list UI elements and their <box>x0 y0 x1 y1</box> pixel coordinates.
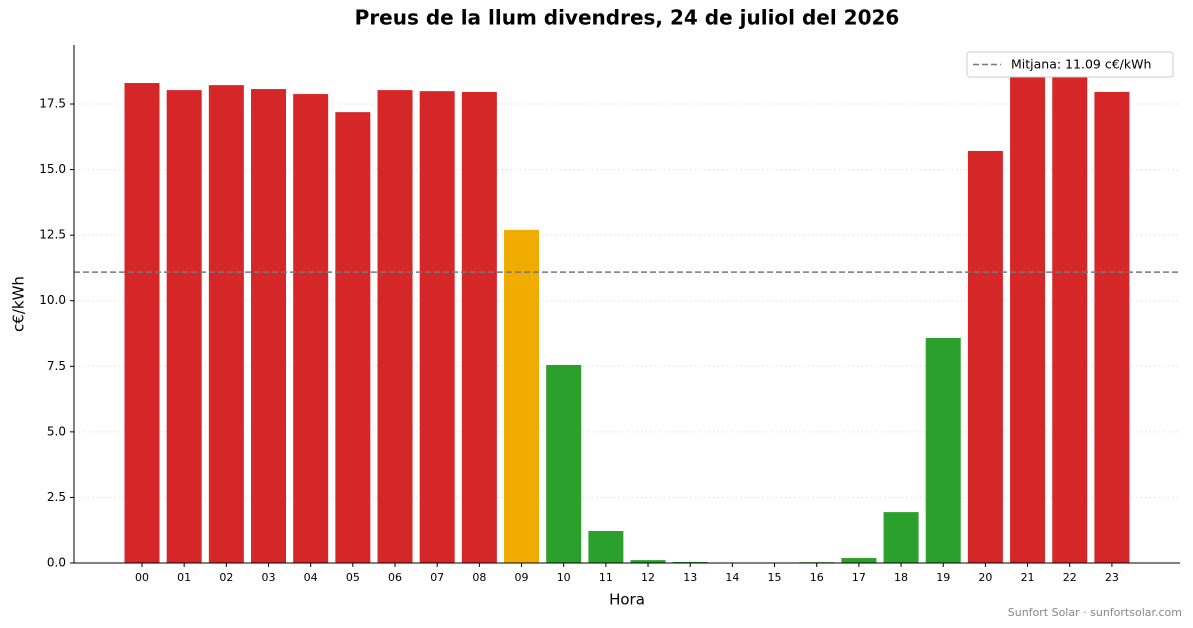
bar <box>630 560 666 563</box>
x-tick-label: 05 <box>346 571 360 584</box>
bar <box>419 91 455 563</box>
bar <box>377 90 413 563</box>
x-tick-label: 01 <box>177 571 191 584</box>
x-tick-label: 16 <box>810 571 824 584</box>
y-tick-label: 12.5 <box>39 228 66 242</box>
x-tick-label: 17 <box>852 571 866 584</box>
bar <box>967 150 1003 563</box>
chart-title: Preus de la llum divendres, 24 de juliol… <box>355 6 900 30</box>
x-tick-label: 20 <box>978 571 992 584</box>
bar <box>124 83 160 563</box>
x-tick-label: 15 <box>768 571 782 584</box>
footer: Sunfort Solar · sunfortsolar.com <box>1008 606 1182 619</box>
bar <box>546 364 582 563</box>
x-tick-label: 13 <box>683 571 697 584</box>
bar <box>208 85 244 564</box>
bar <box>504 229 540 564</box>
x-tick-label: 07 <box>430 571 444 584</box>
legend-box <box>966 51 1174 78</box>
bar <box>1052 72 1088 563</box>
x-tick-label: 03 <box>262 571 276 584</box>
bar <box>672 561 708 563</box>
bar <box>1094 91 1130 563</box>
y-tick-label: 10.0 <box>39 293 66 307</box>
bar <box>588 531 624 563</box>
x-tick-label: 21 <box>1021 571 1035 584</box>
bar <box>251 89 287 564</box>
x-tick-label: 23 <box>1105 571 1119 584</box>
y-tick-label: 7.5 <box>47 359 66 373</box>
x-tick-label: 00 <box>135 571 149 584</box>
bar <box>925 337 961 563</box>
bar <box>166 90 202 563</box>
y-tick-label: 5.0 <box>47 424 66 438</box>
y-tick-label: 2.5 <box>47 490 66 504</box>
x-tick-label: 18 <box>894 571 908 584</box>
bar <box>1010 75 1046 564</box>
x-tick-label: 06 <box>388 571 402 584</box>
x-tick-label: 08 <box>472 571 486 584</box>
x-tick-label: 22 <box>1063 571 1077 584</box>
y-tick-label: 0.0 <box>47 556 66 570</box>
x-tick-label: 02 <box>219 571 233 584</box>
x-axis-label: Hora <box>609 591 645 609</box>
x-tick-label: 09 <box>515 571 529 584</box>
x-tick-label: 10 <box>557 571 571 584</box>
bar <box>841 558 877 563</box>
y-tick-label: 17.5 <box>39 97 66 111</box>
legend-label: Mitjana: 11.09 c€/kWh <box>1011 57 1151 72</box>
bar <box>335 112 371 564</box>
x-tick-label: 14 <box>725 571 739 584</box>
bar <box>461 91 497 563</box>
y-axis-label: c€/kWh <box>10 276 28 332</box>
x-tick-label: 11 <box>599 571 613 584</box>
x-tick-label: 12 <box>641 571 655 584</box>
x-tick-label: 19 <box>936 571 950 584</box>
y-tick-label: 15.0 <box>39 162 66 176</box>
x-tick-label: 04 <box>304 571 318 584</box>
bar <box>883 512 919 563</box>
bar <box>293 94 329 563</box>
